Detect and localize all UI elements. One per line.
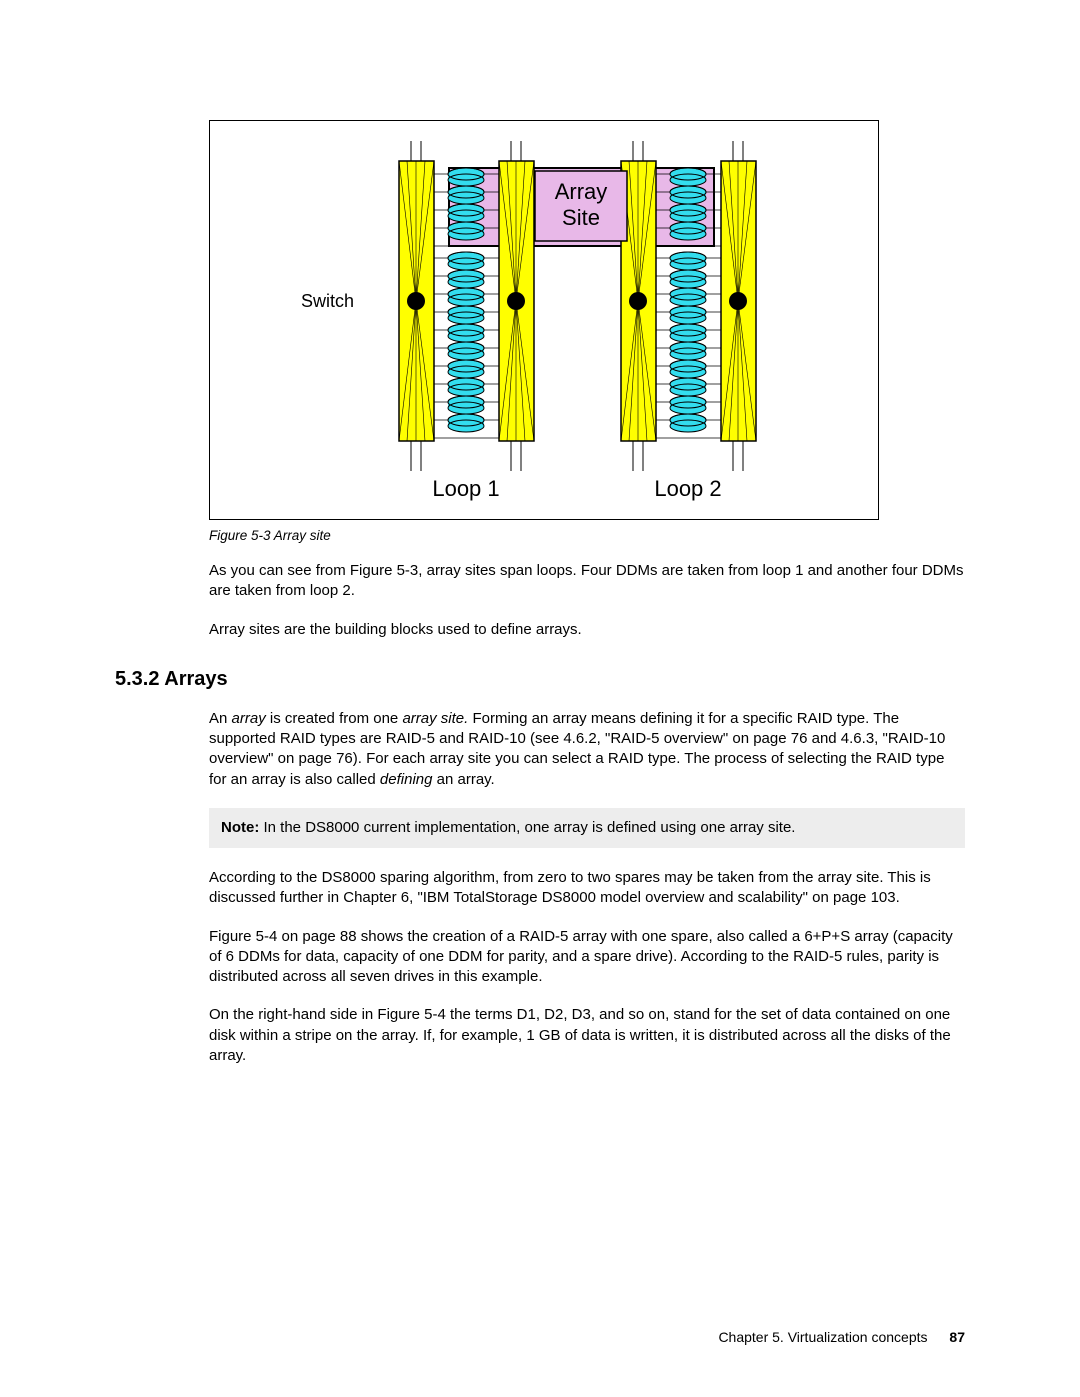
array-site-label-2: Site xyxy=(562,205,600,230)
paragraph-4: According to the DS8000 sparing algorith… xyxy=(209,868,965,909)
paragraph-5: Figure 5-4 on page 88 shows the creation… xyxy=(209,927,965,988)
note-label: Note: xyxy=(221,819,259,836)
loop2-label: Loop 2 xyxy=(654,476,721,501)
p3-term2: array site. xyxy=(402,710,468,727)
array-site-diagram: Array Site Switch Loop 1 Loop 2 xyxy=(239,141,849,506)
paragraph-6: On the right-hand side in Figure 5-4 the… xyxy=(209,1005,965,1066)
figure-caption: Figure 5-3 Array site xyxy=(209,528,965,543)
note-box: Note: In the DS8000 current implementati… xyxy=(209,808,965,848)
footer-page-number: 87 xyxy=(949,1329,965,1345)
p3-post: an array. xyxy=(432,771,494,788)
page-footer: Chapter 5. Virtualization concepts 87 xyxy=(718,1329,965,1345)
page-container: Array Site Switch Loop 1 Loop 2 Figure 5… xyxy=(0,0,1080,1397)
p3-term1: array xyxy=(232,710,266,727)
array-site-label-1: Array xyxy=(555,179,608,204)
paragraph-1: As you can see from Figure 5-3, array si… xyxy=(209,561,965,602)
figure-array-site: Array Site Switch Loop 1 Loop 2 xyxy=(209,120,879,520)
paragraph-3: An array is created from one array site.… xyxy=(209,709,965,790)
switch-label: Switch xyxy=(301,291,354,311)
paragraph-2: Array sites are the building blocks used… xyxy=(209,620,965,640)
footer-chapter: Chapter 5. Virtualization concepts xyxy=(718,1329,927,1345)
note-text: In the DS8000 current implementation, on… xyxy=(259,819,795,836)
p3-term3: defining xyxy=(380,771,433,788)
section-heading-arrays: 5.3.2 Arrays xyxy=(115,668,965,691)
disk-stack-loop1 xyxy=(448,168,484,432)
loop1-label: Loop 1 xyxy=(432,476,499,501)
p3-pre: An xyxy=(209,710,232,727)
disk-stack-loop2 xyxy=(670,168,706,432)
p3-mid1: is created from one xyxy=(266,710,403,727)
